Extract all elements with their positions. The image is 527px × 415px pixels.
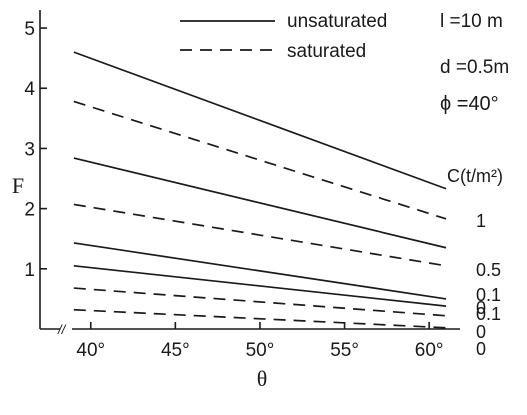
series-end-label: 0	[476, 339, 486, 359]
legend-label-unsaturated: unsaturated	[287, 11, 387, 32]
x-tick-label: 55°	[330, 340, 359, 361]
y-tick-label: 2	[24, 200, 35, 221]
param-phi: ϕ =40°	[440, 93, 499, 115]
series-line-dashed-c1	[73, 100, 447, 220]
legend-label-saturated: saturated	[287, 41, 366, 62]
legend: unsaturated saturated	[180, 11, 387, 62]
right-labels-group: 10.50.100.100	[476, 211, 501, 359]
y-tick-label: 4	[24, 79, 35, 100]
series-line-dashed-c0	[73, 308, 447, 329]
series-group	[73, 51, 447, 329]
param-l: l =10 m	[440, 11, 503, 32]
series-end-label: 0	[476, 298, 486, 318]
series-line-dashed-c0_5	[73, 203, 447, 267]
c-header: C(t/m²)	[447, 166, 503, 186]
series-end-label: 1	[476, 211, 486, 231]
series-line-dashed-c0_1	[73, 287, 447, 317]
series-line-solid-c1	[73, 51, 447, 190]
axis-break-mark: //	[57, 322, 67, 337]
series-end-label: 0	[476, 322, 486, 342]
x-tick-label: 50°	[246, 340, 275, 361]
series-line-solid-c0_5	[73, 157, 447, 249]
y-tick-label: 3	[24, 139, 35, 160]
y-axis-label: F	[12, 173, 24, 198]
y-tick-label: 1	[24, 260, 35, 281]
x-tick-label: 45°	[161, 340, 190, 361]
ticks-group: 1 2 3 4 5 40° 45° 50° 55° 60°	[24, 19, 443, 361]
x-tick-label: 60°	[415, 340, 444, 361]
param-d: d =0.5m	[440, 57, 509, 78]
series-line-solid-c0	[73, 264, 447, 307]
series-end-label: 0.5	[476, 260, 501, 280]
x-tick-label: 40°	[76, 340, 105, 361]
series-line-solid-c0_1	[73, 242, 447, 300]
series-end-label: 0.1	[476, 304, 501, 324]
series-end-label: 0.1	[476, 285, 501, 305]
y-tick-label: 5	[24, 19, 35, 40]
x-axis-label: θ	[257, 366, 268, 391]
